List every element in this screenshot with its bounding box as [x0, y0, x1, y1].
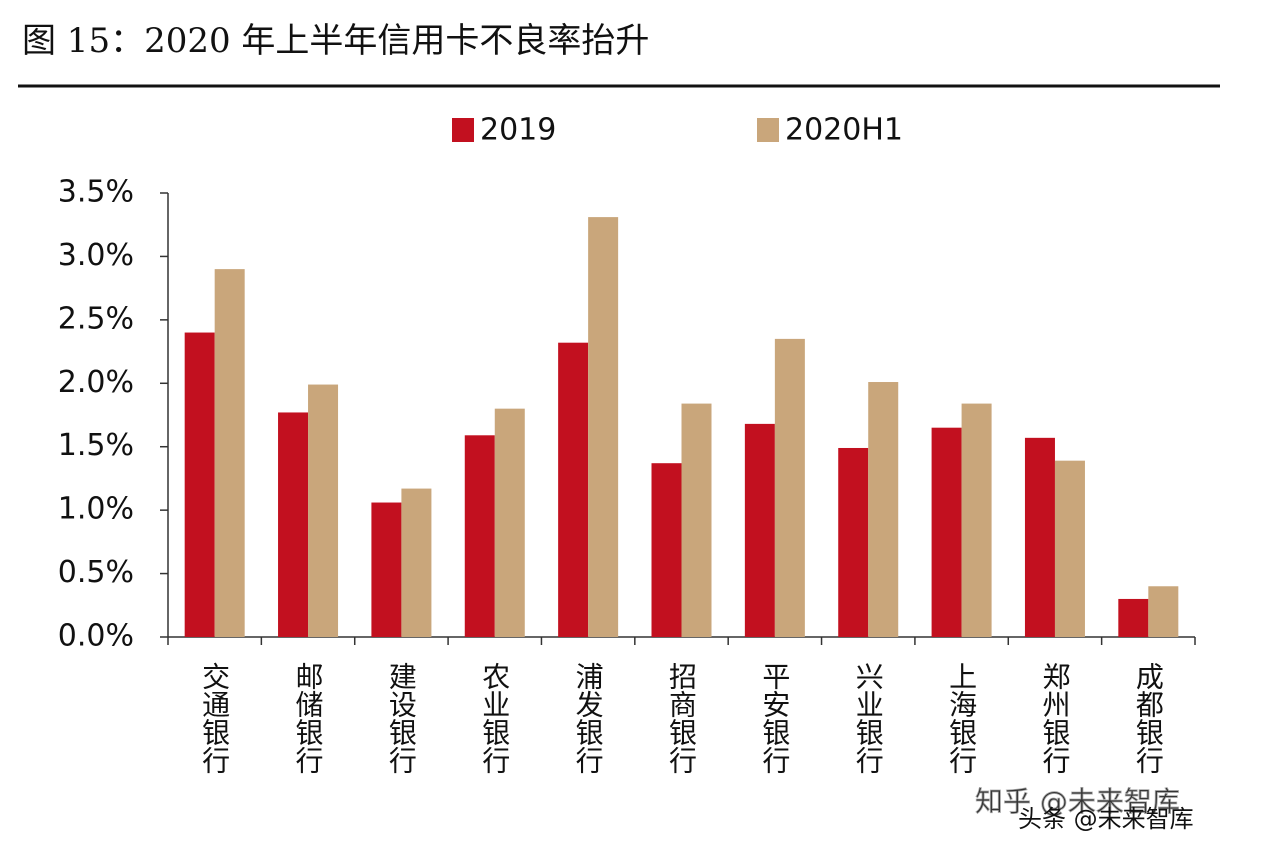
bar	[681, 403, 712, 637]
bar	[651, 463, 682, 637]
bar	[774, 338, 805, 637]
x-tick-label: 兴业银行	[852, 662, 885, 774]
x-tick-label: 农业银行	[478, 662, 511, 774]
y-tick-label: 1.0%	[58, 492, 134, 527]
bar	[868, 382, 899, 637]
bar	[464, 435, 495, 637]
y-tick-label: 1.5%	[58, 428, 134, 463]
bar	[1024, 437, 1055, 637]
bar	[588, 217, 619, 638]
chart-title: 图 15：2020 年上半年信用卡不良率抬升	[22, 21, 649, 61]
x-tick-label: 郑州银行	[1038, 662, 1071, 774]
y-tick-label: 2.5%	[58, 301, 134, 336]
y-tick-label: 0.0%	[58, 619, 134, 654]
y-tick-label: 3.0%	[58, 238, 134, 273]
bar	[278, 412, 309, 637]
y-tick-label: 0.5%	[58, 555, 134, 590]
bar	[1054, 460, 1085, 637]
x-tick-label: 交通银行	[198, 662, 231, 774]
bar	[1118, 598, 1149, 637]
bar	[494, 408, 525, 637]
x-tick-label: 邮储银行	[292, 662, 325, 774]
bar	[401, 488, 432, 637]
bar	[931, 427, 962, 637]
x-tick-label: 浦发银行	[572, 662, 605, 774]
legend-swatch	[452, 118, 474, 142]
bar	[961, 403, 992, 637]
watermark: 知乎 @未来智库	[975, 785, 1180, 818]
bar	[184, 332, 215, 637]
bar	[308, 384, 339, 637]
bar	[558, 342, 589, 637]
x-tick-label: 平安银行	[758, 662, 791, 774]
bar	[371, 502, 402, 637]
bar	[744, 423, 775, 637]
watermark: 头条 @未来智库	[1018, 805, 1194, 833]
legend-swatch	[757, 118, 779, 142]
x-tick-label: 招商银行	[665, 662, 698, 774]
legend-label: 2019	[480, 113, 556, 148]
bar	[1148, 586, 1179, 637]
bar	[838, 447, 869, 637]
legend-label: 2020H1	[785, 113, 903, 148]
bar	[214, 269, 245, 637]
x-tick-label: 上海银行	[945, 662, 978, 774]
x-tick-label: 成都银行	[1132, 662, 1165, 774]
y-tick-label: 2.0%	[58, 365, 134, 400]
y-tick-label: 3.5%	[58, 175, 134, 210]
x-tick-label: 建设银行	[385, 662, 418, 774]
